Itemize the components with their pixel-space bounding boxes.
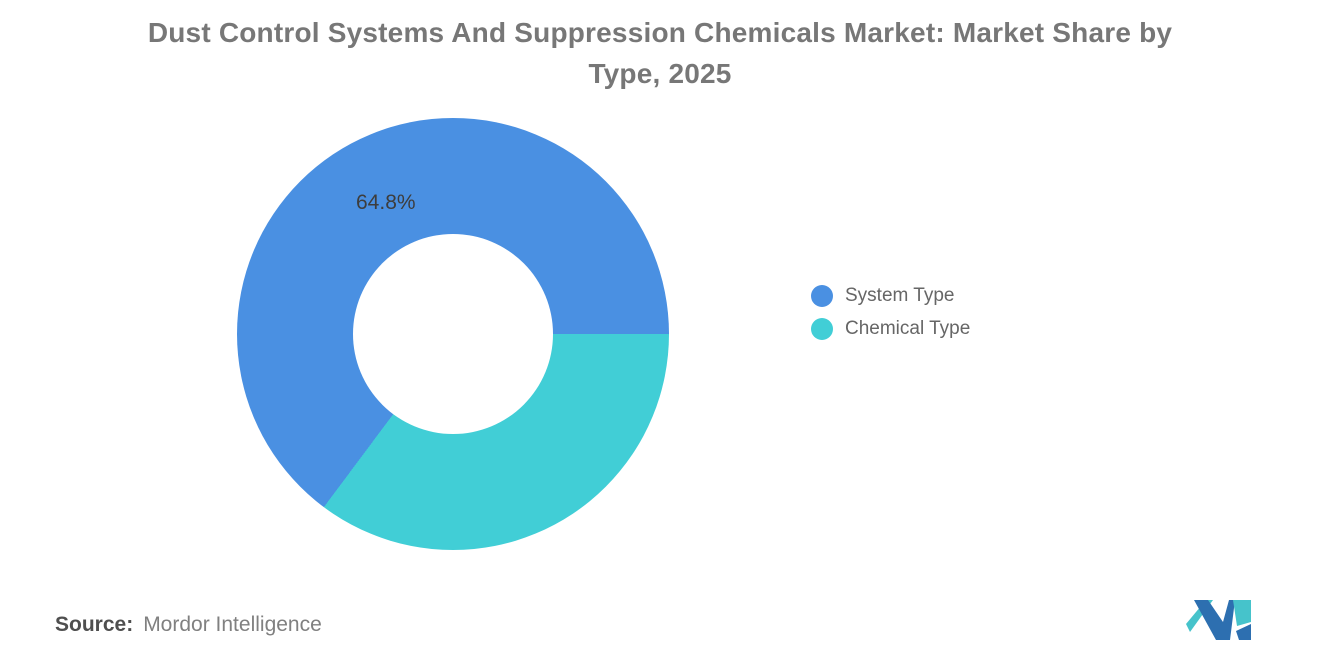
chart-title-line-1: Dust Control Systems And Suppression Che… — [147, 17, 1173, 48]
legend-label-chemical-type: Chemical Type — [845, 317, 971, 339]
mordor-intelligence-logo-icon — [1186, 600, 1251, 640]
slice-label-system-type: 64.8% — [356, 191, 416, 214]
legend: System Type Chemical Type — [811, 284, 970, 350]
donut-hole — [353, 234, 553, 434]
chart-title: Dust Control Systems And Suppression Che… — [0, 12, 1320, 94]
donut-chart[interactable] — [237, 118, 669, 550]
legend-swatch-system-type-icon — [811, 284, 833, 307]
source-label: Source: — [55, 613, 134, 636]
legend-label-system-type: System Type — [845, 284, 955, 306]
legend-item-chemical-type[interactable]: Chemical Type — [811, 317, 970, 340]
legend-item-system-type[interactable]: System Type — [811, 284, 970, 307]
source-line: Source: Mordor Intelligence — [55, 613, 322, 637]
legend-swatch-chemical-type-icon — [811, 317, 833, 340]
chart-title-line-2: Type, 2025 — [588, 58, 732, 89]
source-text: Mordor Intelligence — [143, 613, 322, 636]
